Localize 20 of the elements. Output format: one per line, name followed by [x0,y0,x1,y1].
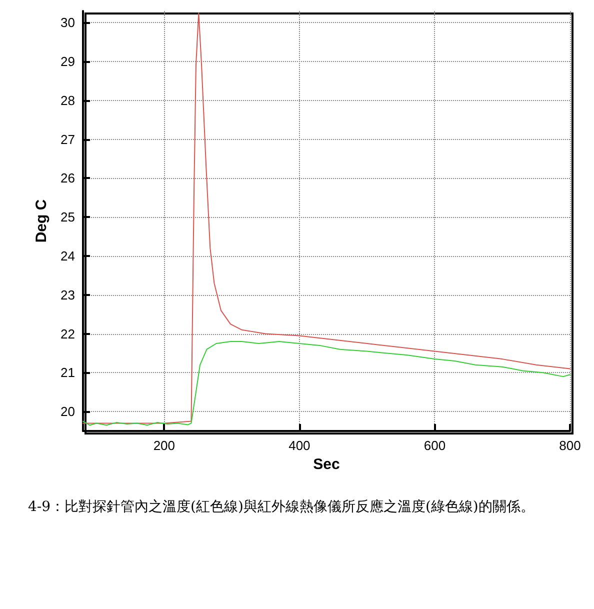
y-axis-title: Deg C [33,199,50,243]
x-tick-label: 800 [559,438,581,453]
line-series [82,341,570,426]
x-tick-label: 400 [288,438,310,453]
y-tick-label: 29 [60,54,75,70]
y-tick-label: 28 [60,92,75,108]
y-tick-label: 23 [60,287,75,302]
line-series [82,12,570,424]
text: 4-9：比對探針管內之溫度(紅色線)與紅外線熱像儀所反應之溫度(綠色線)的關係。 [28,499,534,515]
y-tick-label: 26 [60,170,75,186]
y-tick-label: 22 [60,326,75,342]
x-axis-title: Sec [313,456,340,473]
x-tick-label: 600 [424,438,446,453]
y-tick-label: 20 [60,404,75,420]
y-tick-label: 25 [60,210,75,225]
x-tick-label: 200 [153,438,176,453]
y-tick-label: 30 [60,15,75,30]
y-tick-label: 24 [60,248,75,264]
y-tick-label: 27 [60,132,75,147]
y-tick-label: 21 [60,365,75,380]
